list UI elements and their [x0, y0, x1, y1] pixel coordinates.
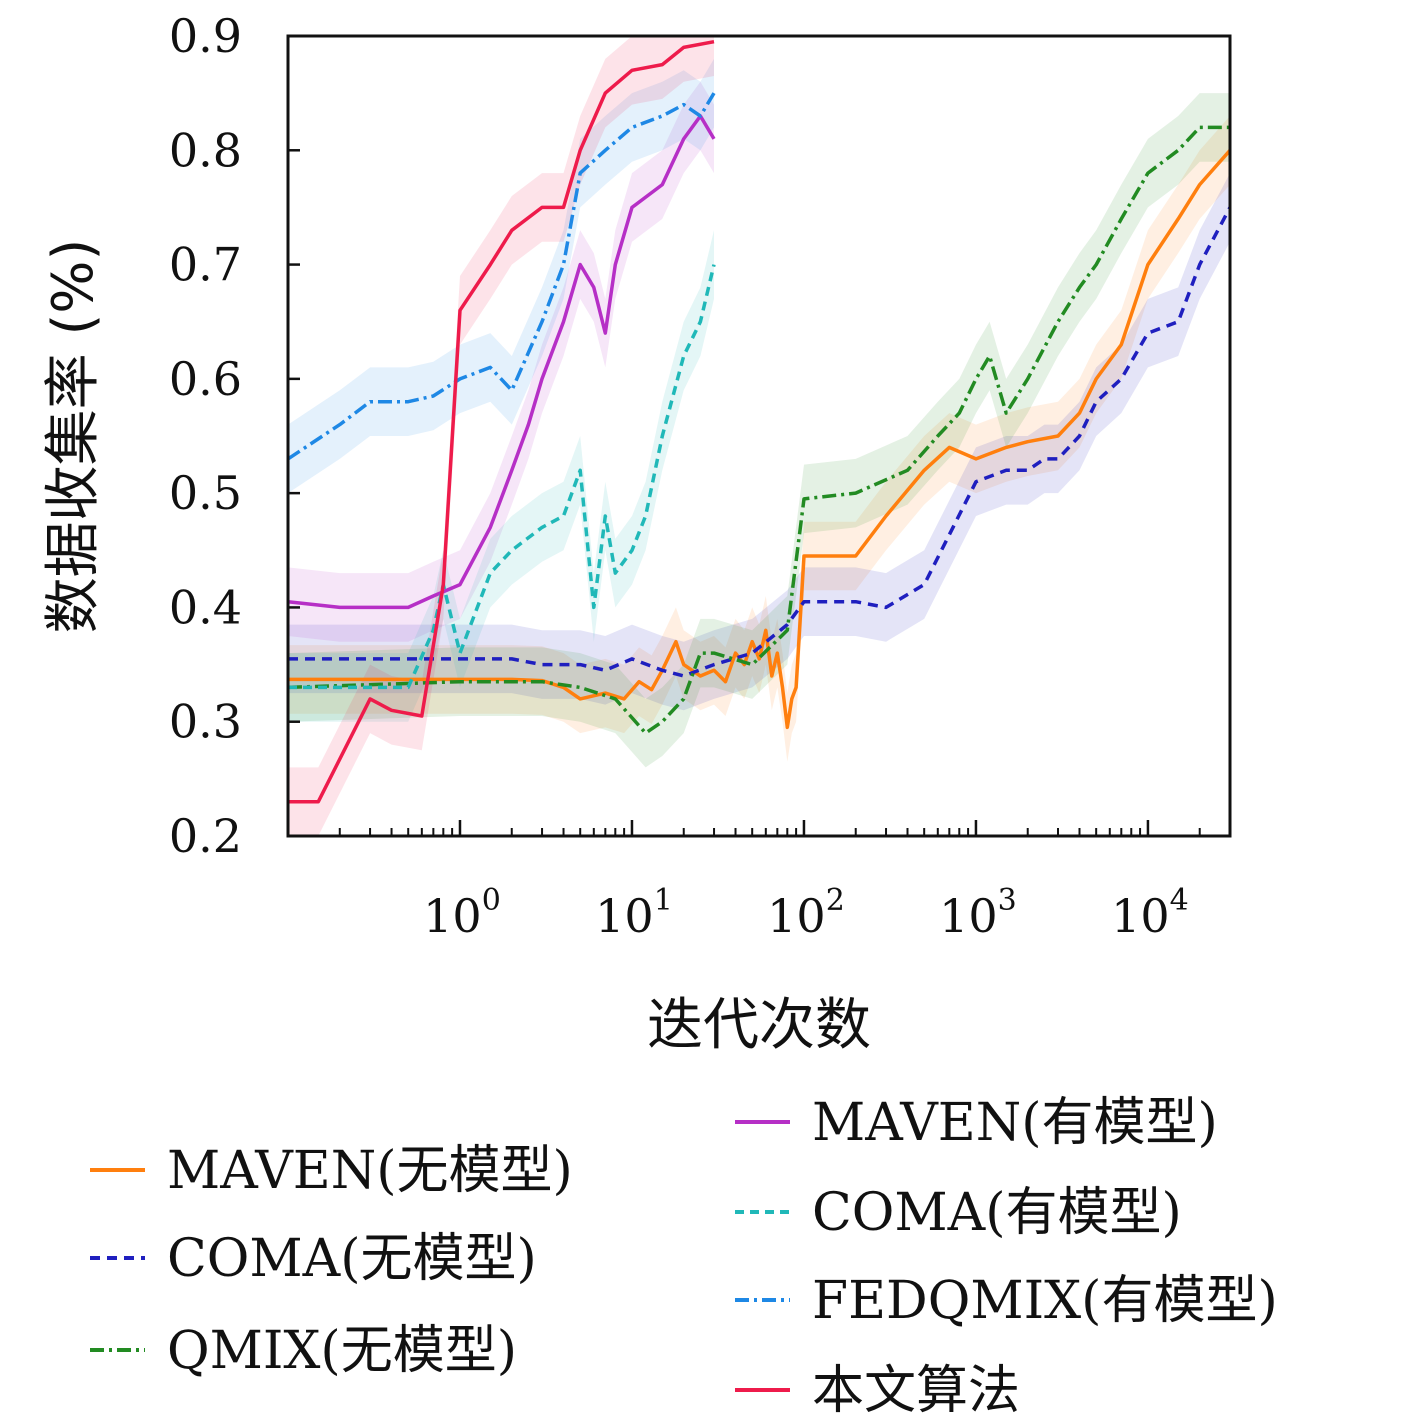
confidence-band — [288, 58, 714, 494]
y-tick-label: 0.2 — [169, 809, 242, 863]
legend: MAVEN(无模型) COMA(无模型) QMIX(无模型) MAVEN(有模型) CO… — [90, 1093, 1278, 1421]
series-lines — [287, 39, 1232, 804]
x-tick-label: 100 — [423, 883, 501, 943]
x-tick-label: 104 — [1111, 883, 1189, 943]
y-tick-label: 0.9 — [169, 9, 242, 63]
svg-text:103: 103 — [939, 883, 1017, 943]
x-tick-label: 102 — [767, 883, 845, 943]
svg-text:100: 100 — [423, 883, 501, 943]
series-line — [288, 149, 1232, 730]
legend-label: FEDQMIX(有模型) — [812, 1271, 1278, 1331]
legend-item: MAVEN(有模型) — [735, 1093, 1218, 1153]
legend-item: 本文算法 — [735, 1361, 1020, 1421]
x-tick-label: 101 — [595, 883, 673, 943]
series-line — [287, 114, 716, 610]
confidence-band — [288, 230, 714, 722]
confidence-band — [288, 173, 1230, 711]
legend-label: QMIX(无模型) — [167, 1321, 517, 1381]
confidence-band — [288, 36, 714, 836]
legend-label: COMA(有模型) — [812, 1183, 1182, 1243]
x-tick-label: 103 — [939, 883, 1017, 943]
svg-text:101: 101 — [595, 883, 673, 943]
confidence-band — [288, 81, 714, 642]
y-tick-label: 0.4 — [169, 580, 242, 634]
x-axis-label: 迭代次数 — [647, 993, 871, 1058]
plot-frame — [286, 34, 1232, 838]
legend-item: MAVEN(无模型) — [90, 1141, 573, 1201]
y-tick-label: 0.3 — [169, 695, 242, 749]
y-axis-ticks: 0.2 0.3 0.4 0.5 0.6 0.7 0.8 0.9 — [169, 9, 300, 863]
legend-item: COMA(无模型) — [90, 1229, 537, 1289]
legend-label: MAVEN(无模型) — [167, 1141, 573, 1201]
svg-text:104: 104 — [1111, 883, 1189, 943]
legend-item: FEDQMIX(有模型) — [735, 1271, 1278, 1331]
series-line — [287, 125, 1230, 735]
x-axis-ticks: 100 101 102 103 104 — [286, 820, 1231, 943]
legend-label: COMA(无模型) — [167, 1229, 537, 1289]
legend-label: 本文算法 — [812, 1361, 1020, 1421]
confidence-band — [288, 93, 1230, 768]
legend-item: QMIX(无模型) — [90, 1321, 517, 1381]
series-line — [287, 92, 716, 461]
y-axis-label: 数据收集率 (%) — [41, 239, 106, 634]
series-line — [288, 39, 715, 804]
legend-item: COMA(有模型) — [735, 1183, 1182, 1243]
confidence-bands — [288, 36, 1230, 836]
y-tick-label: 0.8 — [169, 123, 242, 177]
svg-text:102: 102 — [767, 883, 845, 943]
y-tick-label: 0.5 — [169, 466, 242, 520]
series-line — [288, 206, 1232, 678]
y-tick-label: 0.7 — [169, 238, 242, 292]
y-tick-label: 0.6 — [169, 352, 242, 406]
legend-label: MAVEN(有模型) — [812, 1093, 1218, 1153]
